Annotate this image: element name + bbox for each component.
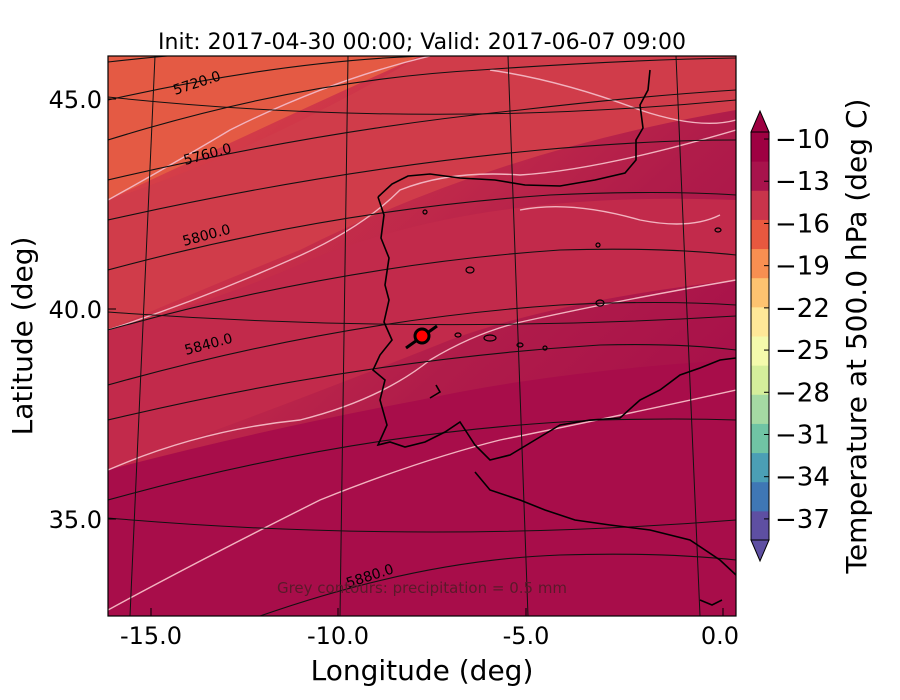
- map-plot-area: 5720.0 5760.0 5800.0 5840.0 5880.0 Grey …: [108, 56, 736, 616]
- colorbar-band: [751, 481, 769, 512]
- colorbar-band: [751, 219, 769, 250]
- y-tick-label: 40.0: [49, 296, 102, 324]
- plot-title: Init: 2017-04-30 00:00; Valid: 2017-06-0…: [158, 30, 686, 55]
- colorbar-tick-label: −25: [775, 336, 830, 366]
- y-tick-label: 45.0: [49, 86, 102, 114]
- colorbar-band: [751, 365, 769, 395]
- colorbar-bands: [751, 132, 769, 541]
- colorbar-tick-label: −31: [775, 420, 830, 450]
- colorbar-tick-label: −28: [775, 378, 830, 408]
- y-axis: 45.0 40.0 35.0 Latitude (deg): [6, 86, 116, 534]
- colorbar-label: Temperature at 500.0 hPa (deg C): [840, 99, 873, 575]
- colorbar-band: [751, 510, 769, 541]
- colorbar-band: [751, 336, 769, 366]
- y-axis-label: Latitude (deg): [6, 237, 39, 436]
- x-tick-label: -10.0: [307, 622, 369, 650]
- graticule: [108, 56, 736, 616]
- colorbar-tick-label: −19: [775, 252, 830, 282]
- x-axis-label: Longitude (deg): [311, 654, 534, 687]
- colorbar-band: [751, 161, 769, 191]
- colorbar-bottom-extension: [750, 539, 770, 563]
- colorbar-frame: [750, 131, 770, 541]
- precipitation-note: Grey contours: precipitation = 0.5 mm: [277, 579, 567, 597]
- colorbar-tick-label: −10: [775, 125, 830, 155]
- colorbar-tick-label: −22: [775, 294, 830, 324]
- colorbar-band: [751, 248, 769, 279]
- colorbar-band: [751, 306, 769, 337]
- plot-frame: [107, 55, 737, 617]
- x-tick-label: 0.0: [701, 622, 739, 650]
- colorbar-ticks: −10 −13 −16 −19 −22 −25 −28 −31 −34 −37: [764, 125, 830, 535]
- colorbar-band: [751, 132, 769, 162]
- temperature-band: [108, 56, 736, 330]
- colorbar-band: [751, 277, 769, 308]
- inland-features: [422, 209, 722, 351]
- y-tick-label: 35.0: [49, 506, 102, 534]
- colorbar-tick-label: −37: [775, 505, 830, 535]
- location-marker: [413, 327, 431, 345]
- x-axis: -15.0 -10.0 -5.0 0.0 Longitude (deg): [120, 608, 739, 687]
- colorbar-band: [751, 452, 769, 483]
- colorbar: −10 −13 −16 −19 −22 −25 −28 −31 −34 −37 Temperatu…: [750, 99, 873, 575]
- geopotential-contours: [108, 56, 736, 616]
- colorbar-top-extension: [750, 109, 770, 133]
- x-tick-label: -5.0: [503, 622, 550, 650]
- x-tick-label: -15.0: [120, 622, 182, 650]
- colorbar-band: [751, 394, 769, 424]
- coastline: [372, 69, 736, 606]
- colorbar-band: [751, 423, 769, 454]
- colorbar-tick-label: −16: [775, 209, 830, 239]
- colorbar-tick-label: −34: [775, 463, 830, 493]
- colorbar-band: [751, 190, 769, 220]
- colorbar-tick-label: −13: [775, 167, 830, 197]
- temperature-band: [108, 56, 420, 200]
